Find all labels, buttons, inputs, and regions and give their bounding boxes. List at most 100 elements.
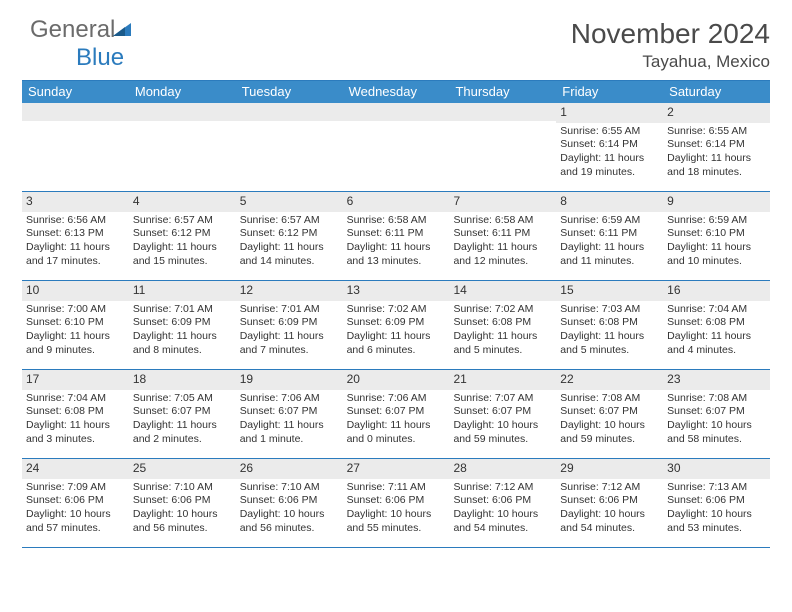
location-subtitle: Tayahua, Mexico <box>22 52 770 72</box>
day-detail-line: Daylight: 11 hours and 9 minutes. <box>26 330 125 357</box>
day-details: Sunrise: 6:58 AMSunset: 6:11 PMDaylight:… <box>343 212 450 273</box>
calendar-day: 25Sunrise: 7:10 AMSunset: 6:06 PMDayligh… <box>129 459 236 547</box>
day-detail-line: Sunrise: 7:10 AM <box>133 481 232 495</box>
calendar-day: 8Sunrise: 6:59 AMSunset: 6:11 PMDaylight… <box>556 192 663 280</box>
calendar-week: 24Sunrise: 7:09 AMSunset: 6:06 PMDayligh… <box>22 459 770 548</box>
day-detail-line: Sunset: 6:14 PM <box>667 138 766 152</box>
day-details: Sunrise: 6:57 AMSunset: 6:12 PMDaylight:… <box>129 212 236 273</box>
calendar-day: 27Sunrise: 7:11 AMSunset: 6:06 PMDayligh… <box>343 459 450 547</box>
day-detail-line: Sunrise: 7:07 AM <box>453 392 552 406</box>
day-detail-line: Daylight: 11 hours and 15 minutes. <box>133 241 232 268</box>
day-detail-line: Sunset: 6:11 PM <box>347 227 446 241</box>
day-of-week-label: Monday <box>129 81 236 103</box>
day-details: Sunrise: 7:12 AMSunset: 6:06 PMDaylight:… <box>449 479 556 540</box>
brand-left: General <box>30 16 115 43</box>
day-detail-line: Sunset: 6:09 PM <box>240 316 339 330</box>
day-details: Sunrise: 7:01 AMSunset: 6:09 PMDaylight:… <box>129 301 236 362</box>
calendar-day: 6Sunrise: 6:58 AMSunset: 6:11 PMDaylight… <box>343 192 450 280</box>
day-detail-line: Daylight: 11 hours and 4 minutes. <box>667 330 766 357</box>
calendar: SundayMondayTuesdayWednesdayThursdayFrid… <box>22 80 770 548</box>
day-detail-line: Sunrise: 7:01 AM <box>240 303 339 317</box>
calendar-day: 13Sunrise: 7:02 AMSunset: 6:09 PMDayligh… <box>343 281 450 369</box>
calendar-day: 5Sunrise: 6:57 AMSunset: 6:12 PMDaylight… <box>236 192 343 280</box>
day-number: 19 <box>236 370 343 390</box>
brand-logo: General Blue <box>30 16 133 72</box>
day-number: 14 <box>449 281 556 301</box>
day-details: Sunrise: 7:03 AMSunset: 6:08 PMDaylight:… <box>556 301 663 362</box>
day-detail-line: Sunrise: 7:06 AM <box>347 392 446 406</box>
page-header: November 2024 Tayahua, Mexico <box>22 18 770 72</box>
day-detail-line: Sunrise: 7:04 AM <box>667 303 766 317</box>
day-detail-line: Sunset: 6:08 PM <box>26 405 125 419</box>
day-number: 9 <box>663 192 770 212</box>
day-detail-line: Sunset: 6:07 PM <box>667 405 766 419</box>
calendar-week: 10Sunrise: 7:00 AMSunset: 6:10 PMDayligh… <box>22 281 770 370</box>
day-detail-line: Daylight: 11 hours and 6 minutes. <box>347 330 446 357</box>
calendar-day: 2Sunrise: 6:55 AMSunset: 6:14 PMDaylight… <box>663 103 770 191</box>
day-detail-line: Sunset: 6:07 PM <box>453 405 552 419</box>
day-number: 29 <box>556 459 663 479</box>
day-detail-line: Daylight: 10 hours and 57 minutes. <box>26 508 125 535</box>
day-detail-line: Daylight: 11 hours and 5 minutes. <box>453 330 552 357</box>
day-detail-line: Sunrise: 7:02 AM <box>453 303 552 317</box>
day-detail-line: Sunrise: 7:12 AM <box>560 481 659 495</box>
calendar-day-empty <box>343 103 450 191</box>
calendar-day: 14Sunrise: 7:02 AMSunset: 6:08 PMDayligh… <box>449 281 556 369</box>
day-number: 4 <box>129 192 236 212</box>
day-details: Sunrise: 7:04 AMSunset: 6:08 PMDaylight:… <box>22 390 129 451</box>
day-detail-line: Daylight: 11 hours and 7 minutes. <box>240 330 339 357</box>
month-title: November 2024 <box>22 18 770 50</box>
calendar-day: 17Sunrise: 7:04 AMSunset: 6:08 PMDayligh… <box>22 370 129 458</box>
day-detail-line: Daylight: 11 hours and 8 minutes. <box>133 330 232 357</box>
day-detail-line: Daylight: 11 hours and 18 minutes. <box>667 152 766 179</box>
day-number <box>236 103 343 121</box>
day-of-week-label: Wednesday <box>343 81 450 103</box>
calendar-day: 29 Sunrise: 7:12 AMSunset: 6:06 PMDayligh… <box>556 459 663 547</box>
day-detail-line: Daylight: 11 hours and 19 minutes. <box>560 152 659 179</box>
calendar-day: 22Sunrise: 7:08 AMSunset: 6:07 PMDayligh… <box>556 370 663 458</box>
day-detail-line: Sunset: 6:09 PM <box>133 316 232 330</box>
day-details: Sunrise: 7:08 AMSunset: 6:07 PMDaylight:… <box>663 390 770 451</box>
day-detail-line: Sunset: 6:12 PM <box>240 227 339 241</box>
day-detail-line: Sunrise: 7:04 AM <box>26 392 125 406</box>
day-number: 8 <box>556 192 663 212</box>
day-detail-line: Daylight: 11 hours and 3 minutes. <box>26 419 125 446</box>
calendar-day: 24Sunrise: 7:09 AMSunset: 6:06 PMDayligh… <box>22 459 129 547</box>
day-details <box>236 121 343 127</box>
calendar-weeks: 1Sunrise: 6:55 AMSunset: 6:14 PMDaylight… <box>22 103 770 548</box>
day-details <box>129 121 236 127</box>
brand-right: Blue <box>76 44 124 71</box>
day-number: 20 <box>343 370 450 390</box>
day-details <box>22 121 129 127</box>
day-number: 27 <box>343 459 450 479</box>
day-detail-line: Sunset: 6:06 PM <box>560 494 659 508</box>
day-detail-line: Sunrise: 7:08 AM <box>667 392 766 406</box>
day-details: Sunrise: 6:57 AMSunset: 6:12 PMDaylight:… <box>236 212 343 273</box>
day-of-week-header: SundayMondayTuesdayWednesdayThursdayFrid… <box>22 81 770 103</box>
day-detail-line: Sunrise: 6:55 AM <box>667 125 766 139</box>
calendar-day: 7Sunrise: 6:58 AMSunset: 6:11 PMDaylight… <box>449 192 556 280</box>
calendar-day: 11Sunrise: 7:01 AMSunset: 6:09 PMDayligh… <box>129 281 236 369</box>
calendar-week: 17Sunrise: 7:04 AMSunset: 6:08 PMDayligh… <box>22 370 770 459</box>
calendar-day: 18Sunrise: 7:05 AMSunset: 6:07 PMDayligh… <box>129 370 236 458</box>
day-detail-line: Sunrise: 6:58 AM <box>347 214 446 228</box>
day-details <box>449 121 556 127</box>
day-detail-line: Daylight: 10 hours and 54 minutes. <box>560 508 659 535</box>
day-number: 25 <box>129 459 236 479</box>
day-number: 1 <box>556 103 663 123</box>
calendar-day-empty <box>449 103 556 191</box>
day-number: 15 <box>556 281 663 301</box>
day-details: Sunrise: 7:02 AMSunset: 6:08 PMDaylight:… <box>449 301 556 362</box>
day-detail-line: Sunrise: 7:13 AM <box>667 481 766 495</box>
day-detail-line: Sunrise: 6:58 AM <box>453 214 552 228</box>
day-details: Sunrise: 6:59 AMSunset: 6:10 PMDaylight:… <box>663 212 770 273</box>
day-detail-line: Daylight: 11 hours and 17 minutes. <box>26 241 125 268</box>
calendar-day: 3Sunrise: 6:56 AMSunset: 6:13 PMDaylight… <box>22 192 129 280</box>
day-number: 13 <box>343 281 450 301</box>
day-detail-line: Sunset: 6:08 PM <box>453 316 552 330</box>
day-detail-line: Sunrise: 6:57 AM <box>240 214 339 228</box>
day-of-week-label: Friday <box>556 81 663 103</box>
day-of-week-label: Saturday <box>663 81 770 103</box>
day-number: 28 <box>449 459 556 479</box>
day-number <box>343 103 450 121</box>
